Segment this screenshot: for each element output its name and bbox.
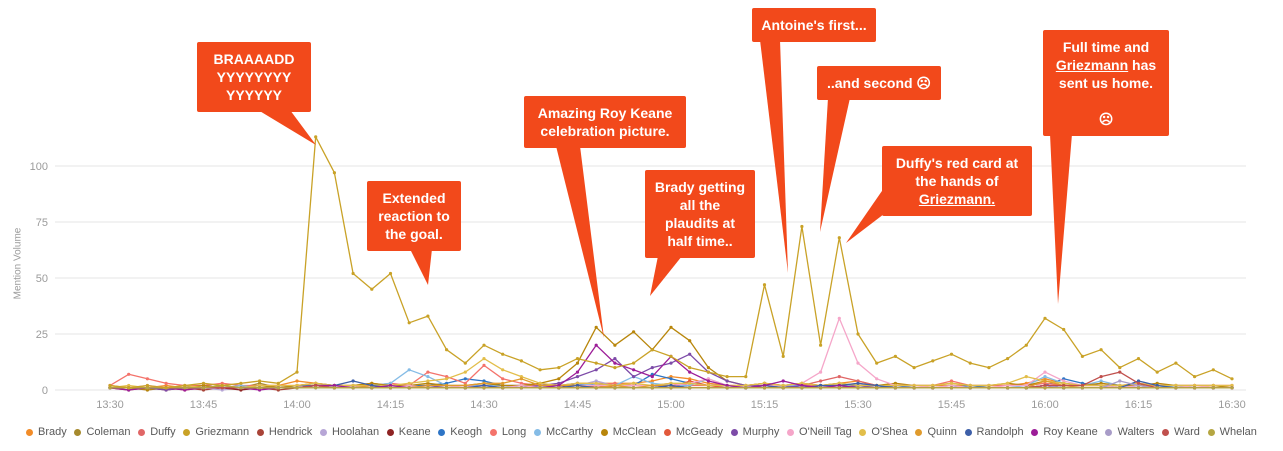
legend-label: Duffy xyxy=(150,426,176,438)
legend-label: O'Shea xyxy=(871,426,908,438)
legend-label: Roy Keane xyxy=(1043,426,1098,438)
legend-dot-icon xyxy=(319,428,327,436)
legend-label: Hoolahan xyxy=(331,426,380,438)
legend-label: Whelan xyxy=(1219,426,1257,438)
legend-label: McGeady xyxy=(675,426,723,438)
legend-dot-icon xyxy=(1162,428,1170,436)
legend-label: O'Neill Tag xyxy=(799,426,852,438)
legend-label: Hendrick xyxy=(268,426,313,438)
mention-volume-chart: 0 25 50 75 100 13:30 13:45 14:00 14:15 14:30 14:45… xyxy=(30,40,1246,411)
legend-item-roy-keane[interactable]: Roy Keane xyxy=(1031,426,1098,438)
legend-label: Murphy xyxy=(742,426,780,438)
y-tick-label: 0 xyxy=(42,385,48,397)
x-tick-label: 13:30 xyxy=(96,399,124,411)
legend-item-randolph[interactable]: Randolph xyxy=(964,426,1024,438)
legend-dot-icon xyxy=(138,428,146,436)
legend-item-hoolahan[interactable]: Hoolahan xyxy=(319,426,380,438)
legend-dot-icon xyxy=(74,428,82,436)
legend-item-ward[interactable]: Ward xyxy=(1162,426,1200,438)
x-tick-label: 14:30 xyxy=(470,399,498,411)
x-tick-label: 15:00 xyxy=(657,399,685,411)
legend-dot-icon xyxy=(256,428,264,436)
legend-dot-icon xyxy=(1031,428,1039,436)
legend-item-mccarthy[interactable]: McCarthy xyxy=(534,426,593,438)
callout-tail-full-time xyxy=(1050,134,1072,304)
legend-item-hendrick[interactable]: Hendrick xyxy=(256,426,313,438)
legend-dot-icon xyxy=(183,428,191,436)
legend-dot-icon xyxy=(600,428,608,436)
legend-label: Griezmann xyxy=(195,426,250,438)
legend-label: Keogh xyxy=(450,426,483,438)
y-tick-label: 75 xyxy=(36,217,48,229)
chart-legend: Brady Coleman Duffy Griezmann Hendrick Hoolah… xyxy=(0,426,1283,438)
legend-item-long[interactable]: Long xyxy=(489,426,527,438)
legend-dot-icon xyxy=(964,428,972,436)
legend-label: Ward xyxy=(1174,426,1200,438)
legend-dot-icon xyxy=(730,428,738,436)
x-tick-label: 15:15 xyxy=(751,399,779,411)
legend-item-brady[interactable]: Brady xyxy=(26,426,67,438)
callout-tail-and-second xyxy=(820,98,850,232)
legend-dot-icon xyxy=(26,428,33,436)
y-tick-label: 25 xyxy=(36,329,48,341)
legend-item-quinn[interactable]: Quinn xyxy=(915,426,957,438)
x-tick-label: 15:30 xyxy=(844,399,872,411)
series-griezmann xyxy=(108,135,1234,390)
legend-label: Quinn xyxy=(927,426,957,438)
legend-item-coleman[interactable]: Coleman xyxy=(74,426,130,438)
callout-tail-braaaadd xyxy=(258,110,316,145)
y-axis-label: Mention Volume xyxy=(12,227,24,300)
legend-dot-icon xyxy=(787,428,795,436)
legend-label: McCarthy xyxy=(546,426,594,438)
y-tick-label: 50 xyxy=(36,273,48,285)
x-tick-label: 16:30 xyxy=(1218,399,1246,411)
legend-item-whelan[interactable]: Whelan xyxy=(1207,426,1257,438)
legend-dot-icon xyxy=(438,428,446,436)
legend-item-murphy[interactable]: Murphy xyxy=(730,426,780,438)
x-tick-label: 14:15 xyxy=(377,399,405,411)
legend-item-o-shea[interactable]: O'Shea xyxy=(859,426,908,438)
legend-item-keogh[interactable]: Keogh xyxy=(438,426,482,438)
legend-dot-icon xyxy=(915,428,923,436)
y-tick-label: 100 xyxy=(30,161,48,173)
callout-tail-brady-plaudits xyxy=(650,256,682,296)
legend-dot-icon xyxy=(1207,428,1215,436)
legend-dot-icon xyxy=(859,428,867,436)
legend-item-duffy[interactable]: Duffy xyxy=(138,426,176,438)
legend-label: Keane xyxy=(398,426,431,438)
legend-dot-icon xyxy=(1105,428,1113,436)
legend-dot-icon xyxy=(489,428,497,436)
callout-tail-roy-keane-picture xyxy=(556,146,604,338)
x-tick-label: 13:45 xyxy=(190,399,218,411)
legend-item-mcclean[interactable]: McClean xyxy=(600,426,657,438)
callout-tail-extended-reaction xyxy=(410,249,432,285)
legend-item-walters[interactable]: Walters xyxy=(1105,426,1154,438)
legend-item-griezmann[interactable]: Griezmann xyxy=(183,426,249,438)
callout-tail-duffy-red-card xyxy=(846,188,884,243)
x-tick-label: 15:45 xyxy=(938,399,966,411)
legend-label: Long xyxy=(501,426,527,438)
legend-item-mcgeady[interactable]: McGeady xyxy=(663,426,723,438)
legend-label: Brady xyxy=(38,426,67,438)
legend-item-o-neill-tag[interactable]: O'Neill Tag xyxy=(787,426,852,438)
series-whelan xyxy=(108,383,1234,390)
legend-dot-icon xyxy=(386,428,394,436)
legend-dot-icon xyxy=(534,428,541,436)
legend-label: Randolph xyxy=(976,426,1024,438)
x-tick-label: 14:00 xyxy=(283,399,311,411)
legend-label: Coleman xyxy=(86,426,131,438)
callout-tail-antoine-first xyxy=(760,40,788,273)
x-tick-label: 14:45 xyxy=(564,399,592,411)
x-tick-label: 16:00 xyxy=(1031,399,1059,411)
legend-dot-icon xyxy=(663,428,671,436)
legend-label: Walters xyxy=(1117,426,1155,438)
x-tick-label: 16:15 xyxy=(1125,399,1153,411)
legend-item-keane[interactable]: Keane xyxy=(386,426,431,438)
legend-label: McClean xyxy=(612,426,657,438)
